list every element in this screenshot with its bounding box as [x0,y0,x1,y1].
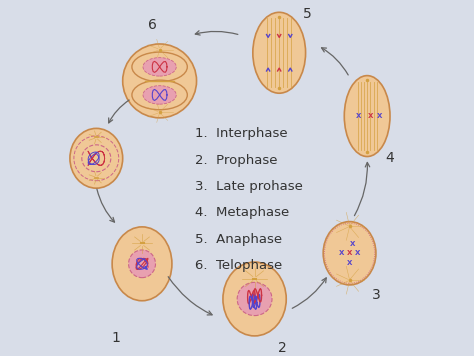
Ellipse shape [323,221,376,285]
Ellipse shape [112,227,172,301]
Ellipse shape [143,58,176,76]
Text: X: X [347,250,352,256]
Ellipse shape [132,80,187,110]
Ellipse shape [123,44,197,118]
Text: X: X [347,260,352,266]
Text: X: X [356,113,361,119]
Text: 4: 4 [386,151,394,165]
Text: X: X [376,113,382,119]
Ellipse shape [132,52,187,82]
Text: 5.  Anaphase: 5. Anaphase [195,233,282,246]
FancyArrowPatch shape [195,31,238,35]
FancyArrowPatch shape [97,189,115,222]
Ellipse shape [253,12,306,93]
Ellipse shape [223,262,286,336]
FancyArrowPatch shape [292,278,326,308]
Text: X: X [339,250,344,256]
Text: 4.  Metaphase: 4. Metaphase [195,206,289,219]
Text: 3.  Late prohase: 3. Late prohase [195,180,303,193]
Text: 6: 6 [148,17,157,32]
Text: 1: 1 [111,331,120,345]
Ellipse shape [344,75,390,157]
Ellipse shape [143,86,176,104]
FancyArrowPatch shape [355,162,370,216]
Text: 5: 5 [303,7,312,21]
Text: 2.  Prophase: 2. Prophase [195,153,277,167]
Ellipse shape [237,282,272,316]
FancyArrowPatch shape [168,277,212,315]
Text: X: X [349,241,355,247]
FancyArrowPatch shape [321,48,348,75]
Text: 3: 3 [372,288,380,303]
FancyArrowPatch shape [109,100,129,123]
Text: X: X [368,113,373,119]
Text: 2: 2 [278,341,287,355]
Text: 6.  Telophase: 6. Telophase [195,259,282,272]
Text: X: X [355,250,360,256]
Ellipse shape [70,129,123,188]
Text: 1.  Interphase: 1. Interphase [195,127,287,140]
Ellipse shape [128,250,155,278]
